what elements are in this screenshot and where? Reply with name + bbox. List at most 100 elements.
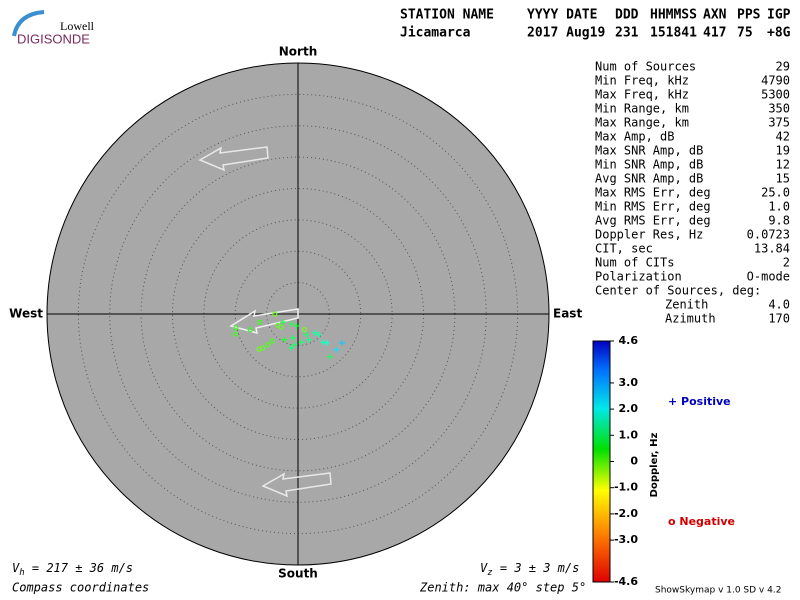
source-positive [289, 334, 296, 341]
source-positive [311, 329, 318, 336]
stat-label: Min RMS Err, deg [595, 200, 711, 214]
stat-label: Polarization [595, 270, 682, 284]
logo-top: Lowell [60, 19, 95, 33]
header-value: +8G [767, 26, 791, 41]
stat-value: 13.84 [754, 242, 790, 256]
stat-value: 5300 [761, 88, 790, 102]
source-positive [279, 319, 286, 326]
source-positive [315, 331, 322, 338]
colorbar-tick-label: -2.0 [614, 507, 638, 520]
colorbar-tick-label: 3.0 [619, 376, 639, 389]
source-negative [265, 342, 271, 348]
header-name: PPS [737, 8, 761, 23]
colorbar-tick-label: 1.0 [619, 428, 639, 441]
source-positive [291, 341, 298, 348]
source-negative [301, 327, 307, 333]
center-label: Zenith [665, 298, 708, 312]
colorbar-tick-label: -1.0 [614, 481, 638, 494]
colorbar-tick-label: -4.6 [614, 575, 638, 588]
stat-value: 0.0723 [747, 228, 790, 242]
source-negative [269, 338, 275, 344]
zenith-note: Zenith: max 40° step 5° [419, 581, 586, 595]
colorbar-label: Doppler, Hz [649, 433, 660, 498]
compass-south: South [278, 567, 318, 581]
source-positive [323, 339, 330, 346]
source-positive [303, 331, 310, 338]
stat-value: 29 [776, 60, 790, 74]
source-positive [298, 339, 305, 346]
stat-label: CIT, sec [595, 242, 653, 256]
stat-label: Min Range, km [595, 102, 689, 116]
stat-value: 4790 [761, 74, 790, 88]
legend-positive: + Positive [668, 395, 731, 408]
source-negative [233, 325, 239, 331]
center-title: Center of Sources, deg: [595, 284, 761, 298]
header-name: STATION NAME [400, 8, 494, 23]
source-positive [320, 339, 327, 346]
logo-bottom: DIGISONDE [17, 31, 90, 46]
source-negative [247, 327, 253, 333]
source-negative [232, 331, 238, 337]
colorbar [592, 340, 611, 583]
center-value: 170 [768, 312, 790, 326]
source-positive [327, 353, 334, 360]
source-positive [333, 346, 340, 353]
header-value: 2017 Aug19 [527, 26, 605, 41]
stat-value: 375 [768, 116, 790, 130]
colorbar-tick-label: 4.6 [619, 334, 639, 347]
colorbar-tick-label: 2.0 [619, 402, 639, 415]
stat-value: 9.8 [768, 214, 790, 228]
source-negative [256, 346, 262, 352]
stat-value: 15 [776, 172, 790, 186]
compass-west: West [9, 307, 43, 321]
source-negative [257, 319, 263, 325]
source-positive [293, 322, 300, 329]
version: ShowSkymap v 1.0 SD v 4.2 [655, 586, 781, 596]
logo-swoosh [12, 10, 45, 37]
stat-value: O-mode [747, 270, 790, 284]
stat-label: Avg SNR Amp, dB [595, 172, 703, 186]
stat-label: Min Freq, kHz [595, 74, 689, 88]
stat-label: Num of CITs [595, 256, 674, 270]
stat-value: 12 [776, 158, 790, 172]
header-value: 75 [737, 26, 753, 41]
stat-label: Max SNR Amp, dB [595, 144, 703, 158]
compass-north: North [279, 45, 317, 59]
header-value: 417 [703, 26, 726, 41]
coords-note: Compass coordinates [12, 581, 149, 595]
stat-value: 19 [776, 144, 790, 158]
header-value: 231 [615, 26, 639, 41]
stat-value: 2 [783, 256, 790, 270]
stat-label: Max Amp, dB [595, 130, 674, 144]
stat-label: Num of Sources [595, 60, 696, 74]
header-value: 151841 [650, 26, 697, 41]
stat-label: Max Range, km [595, 116, 689, 130]
stat-label: Avg RMS Err, deg [595, 214, 711, 228]
stat-value: 25.0 [761, 186, 790, 200]
stat-label: Doppler Res, Hz [595, 228, 703, 242]
header-name: AXN [703, 8, 727, 23]
header-name: YYYY DATE [527, 8, 597, 23]
source-positive [288, 344, 295, 351]
source-positive [338, 339, 345, 346]
header-name: IGP [767, 8, 791, 23]
compass-east: East [553, 307, 582, 321]
source-negative [272, 311, 278, 317]
colorbar-tick-label: 0 [630, 455, 638, 468]
stat-label: Max Freq, kHz [595, 88, 689, 102]
source-negative [278, 324, 284, 330]
velocity-arrow [229, 308, 299, 335]
vh-note: Vh = 217 ± 36 m/s [12, 561, 133, 578]
vz-note: Vz = 3 ± 3 m/s [480, 561, 579, 578]
stat-value: 42 [776, 130, 790, 144]
stat-value: 1.0 [768, 200, 790, 214]
source-positive [281, 336, 288, 343]
center-label: Azimuth [665, 312, 716, 326]
source-positive [306, 336, 313, 343]
stat-label: Min SNR Amp, dB [595, 158, 703, 172]
header-name: DDD [615, 8, 639, 23]
header-name: HHMMSS [650, 8, 697, 23]
legend-negative: o Negative [668, 515, 735, 528]
source-positive [288, 321, 295, 328]
